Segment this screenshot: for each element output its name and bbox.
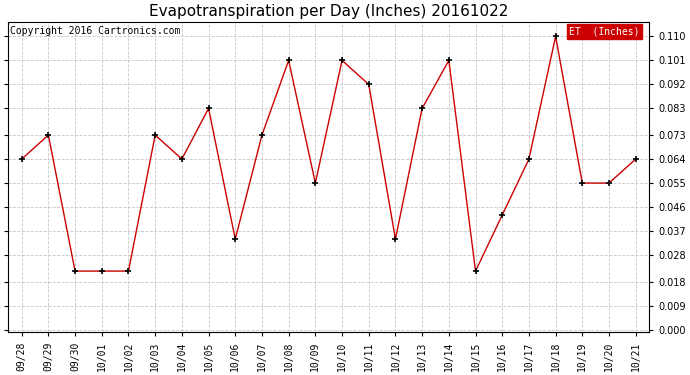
Title: Evapotranspiration per Day (Inches) 20161022: Evapotranspiration per Day (Inches) 2016… <box>149 4 509 19</box>
Text: ET  (Inches): ET (Inches) <box>569 26 640 36</box>
Text: Copyright 2016 Cartronics.com: Copyright 2016 Cartronics.com <box>10 26 180 36</box>
